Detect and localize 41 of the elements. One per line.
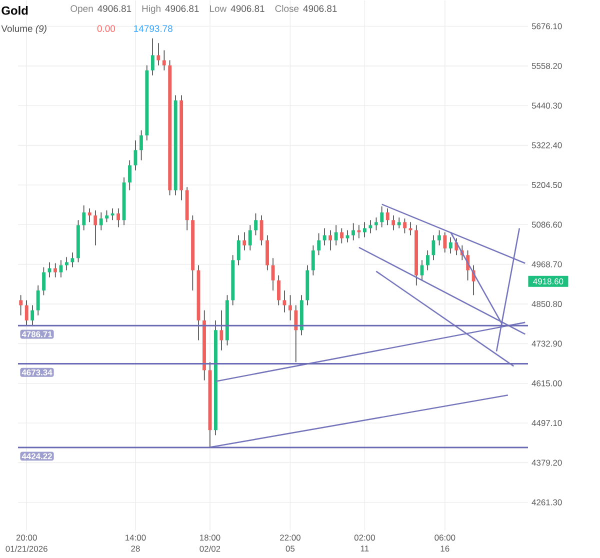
y-tick-label: 4850.80 — [532, 300, 562, 307]
x-tick-label: 14:00 — [126, 534, 146, 540]
annotation: 4906.81 — [303, 5, 337, 12]
annotation: Volume (9) — [1, 24, 46, 34]
annotation: Low — [210, 5, 227, 12]
y-tick-label: 5558.20 — [532, 62, 562, 69]
text: 4918.60 — [533, 278, 564, 284]
ref-line-label: 4786.71 — [22, 331, 52, 338]
annotation: 4906.81 — [98, 5, 132, 12]
x-tick-label: 20:00 — [16, 534, 37, 540]
y-tick-label: 5204.50 — [532, 182, 562, 188]
x-tick-label: 06:00 — [434, 534, 456, 540]
chart-title: Gold — [2, 6, 28, 15]
y-tick-label: 4379.20 — [532, 460, 562, 466]
ref-line-label: 4673.34 — [22, 369, 52, 376]
annotation: Close — [275, 4, 299, 12]
x-tick-label: 22:00 — [280, 534, 300, 540]
y-tick-label: 5676.10 — [532, 23, 562, 30]
ref-line-label: 4424.22 — [22, 453, 52, 459]
y-tick-label: 4732.90 — [532, 340, 562, 346]
text: 05 — [286, 545, 295, 552]
text: 28 — [131, 545, 140, 552]
annotation: 0.00 — [97, 25, 116, 32]
y-tick-label: 4968.70 — [532, 261, 562, 268]
y-tick-label: 5086.60 — [532, 221, 562, 228]
y-tick-label: 5322.40 — [532, 142, 562, 148]
annotation: Open — [70, 5, 93, 14]
y-tick-label: 4261.30 — [532, 499, 562, 506]
y-tick-label: 4497.10 — [532, 420, 562, 426]
text: 02/02 — [200, 545, 220, 552]
x-tick-label: 02:00 — [354, 534, 375, 540]
text: 11 — [360, 545, 369, 552]
annotation: 14793.78 — [134, 25, 172, 32]
annotation: 4906.81 — [230, 5, 264, 12]
annotation: 4906.81 — [165, 5, 199, 12]
y-tick-label: 4615.00 — [532, 380, 562, 386]
text: 16 — [440, 545, 450, 552]
annotation: High — [142, 4, 160, 14]
y-tick-label: 5440.30 — [532, 102, 562, 108]
x-tick-label: 18:00 — [200, 534, 220, 540]
text: 01/21/2026 — [6, 545, 48, 552]
